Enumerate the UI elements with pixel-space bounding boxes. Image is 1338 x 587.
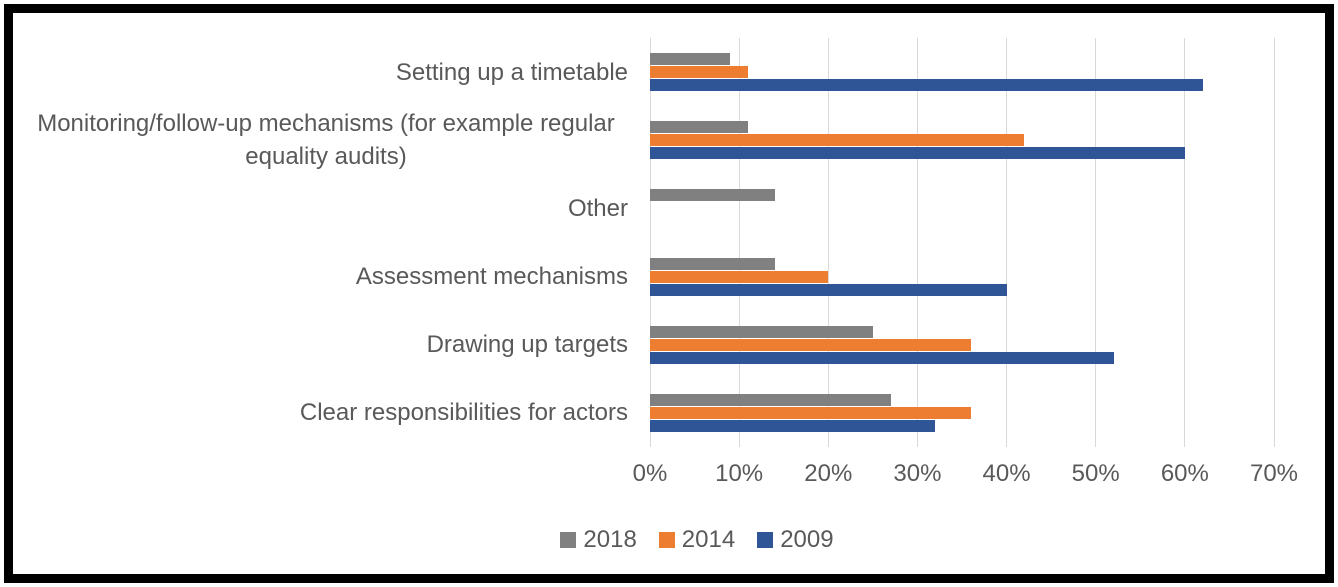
legend-swatch-2009 <box>757 532 774 548</box>
x-tick-label-20pct: 20% <box>804 460 853 487</box>
category-label-drawing-up-targets: Drawing up targets <box>24 311 628 379</box>
gridline-50% <box>1095 38 1097 447</box>
bar-2009-drawing-up-targets <box>650 351 1114 364</box>
gridline-30% <box>916 38 918 447</box>
x-tick-label-60pct: 60% <box>1160 460 1209 487</box>
legend-item-2014: 2014 <box>658 526 736 554</box>
legend: 2018 2014 2009 <box>28 526 1338 554</box>
bar-2018-other <box>650 189 775 202</box>
gridline-60% <box>1184 38 1186 447</box>
gridline-10% <box>738 38 740 447</box>
bar-2018-assessment-mechanisms <box>650 257 775 270</box>
category-label-line: Assessment mechanisms <box>355 263 628 291</box>
legend-swatch-2014 <box>658 532 675 548</box>
legend-swatch-2018 <box>560 532 577 548</box>
x-tick-label-10pct: 10% <box>715 460 764 487</box>
bar-2014-clear-responsibilities-for-actors <box>650 406 971 419</box>
bar-2018-drawing-up-targets <box>650 325 873 338</box>
category-label-line: Drawing up targets <box>426 331 628 359</box>
legend-item-2018: 2018 <box>560 526 637 554</box>
bar-2014-drawing-up-targets <box>650 338 971 351</box>
x-tick-label-0pct: 0% <box>632 460 668 487</box>
category-label-other: Other <box>24 174 628 242</box>
bar-2009-monitoring-follow-up-mechanisms-for-example-regular-equality-audits <box>650 147 1185 160</box>
bar-2014-monitoring-follow-up-mechanisms-for-example-regular-equality-audits <box>650 134 1025 147</box>
x-tick-label-70pct: 70% <box>1249 460 1299 487</box>
bar-2009-setting-up-a-timetable <box>650 79 1203 92</box>
bar-2014-assessment-mechanisms <box>650 270 829 283</box>
legend-label-2018: 2018 <box>583 526 637 553</box>
bar-2018-setting-up-a-timetable <box>650 53 731 66</box>
category-label-line: Other <box>567 194 628 222</box>
bar-2009-clear-responsibilities-for-actors <box>650 419 936 432</box>
legend-label-2009: 2009 <box>780 526 834 553</box>
category-label-clear-responsibilities-for-actors: Clear responsibilities for actors <box>24 379 628 447</box>
category-label-setting-up-a-timetable: Setting up a timetable <box>24 38 628 106</box>
category-label-line: Monitoring/follow-up mechanisms (for exa… <box>37 110 615 138</box>
gridline-0% <box>649 38 651 447</box>
bar-2018-clear-responsibilities-for-actors <box>650 393 891 406</box>
x-tick-label-50pct: 50% <box>1071 460 1120 487</box>
gridline-40% <box>1006 38 1008 447</box>
category-label-monitoring-follow-up-mechanisms-for-example-regular-equality-audits: Monitoring/follow-up mechanisms (for exa… <box>24 106 628 174</box>
gridline-70% <box>1273 38 1275 447</box>
category-label-line: Setting up a timetable <box>395 58 628 86</box>
gridline-20% <box>827 38 829 447</box>
legend-item-2009: 2009 <box>757 526 834 554</box>
category-label-line: equality audits) <box>245 143 407 171</box>
category-label-assessment-mechanisms: Assessment mechanisms <box>24 243 628 311</box>
x-tick-label-40pct: 40% <box>982 460 1031 487</box>
category-label-line: Clear responsibilities for actors <box>299 399 628 427</box>
bar-2009-assessment-mechanisms <box>650 283 1007 296</box>
bar-2018-monitoring-follow-up-mechanisms-for-example-regular-equality-audits <box>650 121 749 134</box>
x-tick-label-30pct: 30% <box>893 460 942 487</box>
bar-2014-setting-up-a-timetable <box>650 66 749 79</box>
plot-area <box>649 38 1275 447</box>
legend-label-2014: 2014 <box>681 526 736 553</box>
